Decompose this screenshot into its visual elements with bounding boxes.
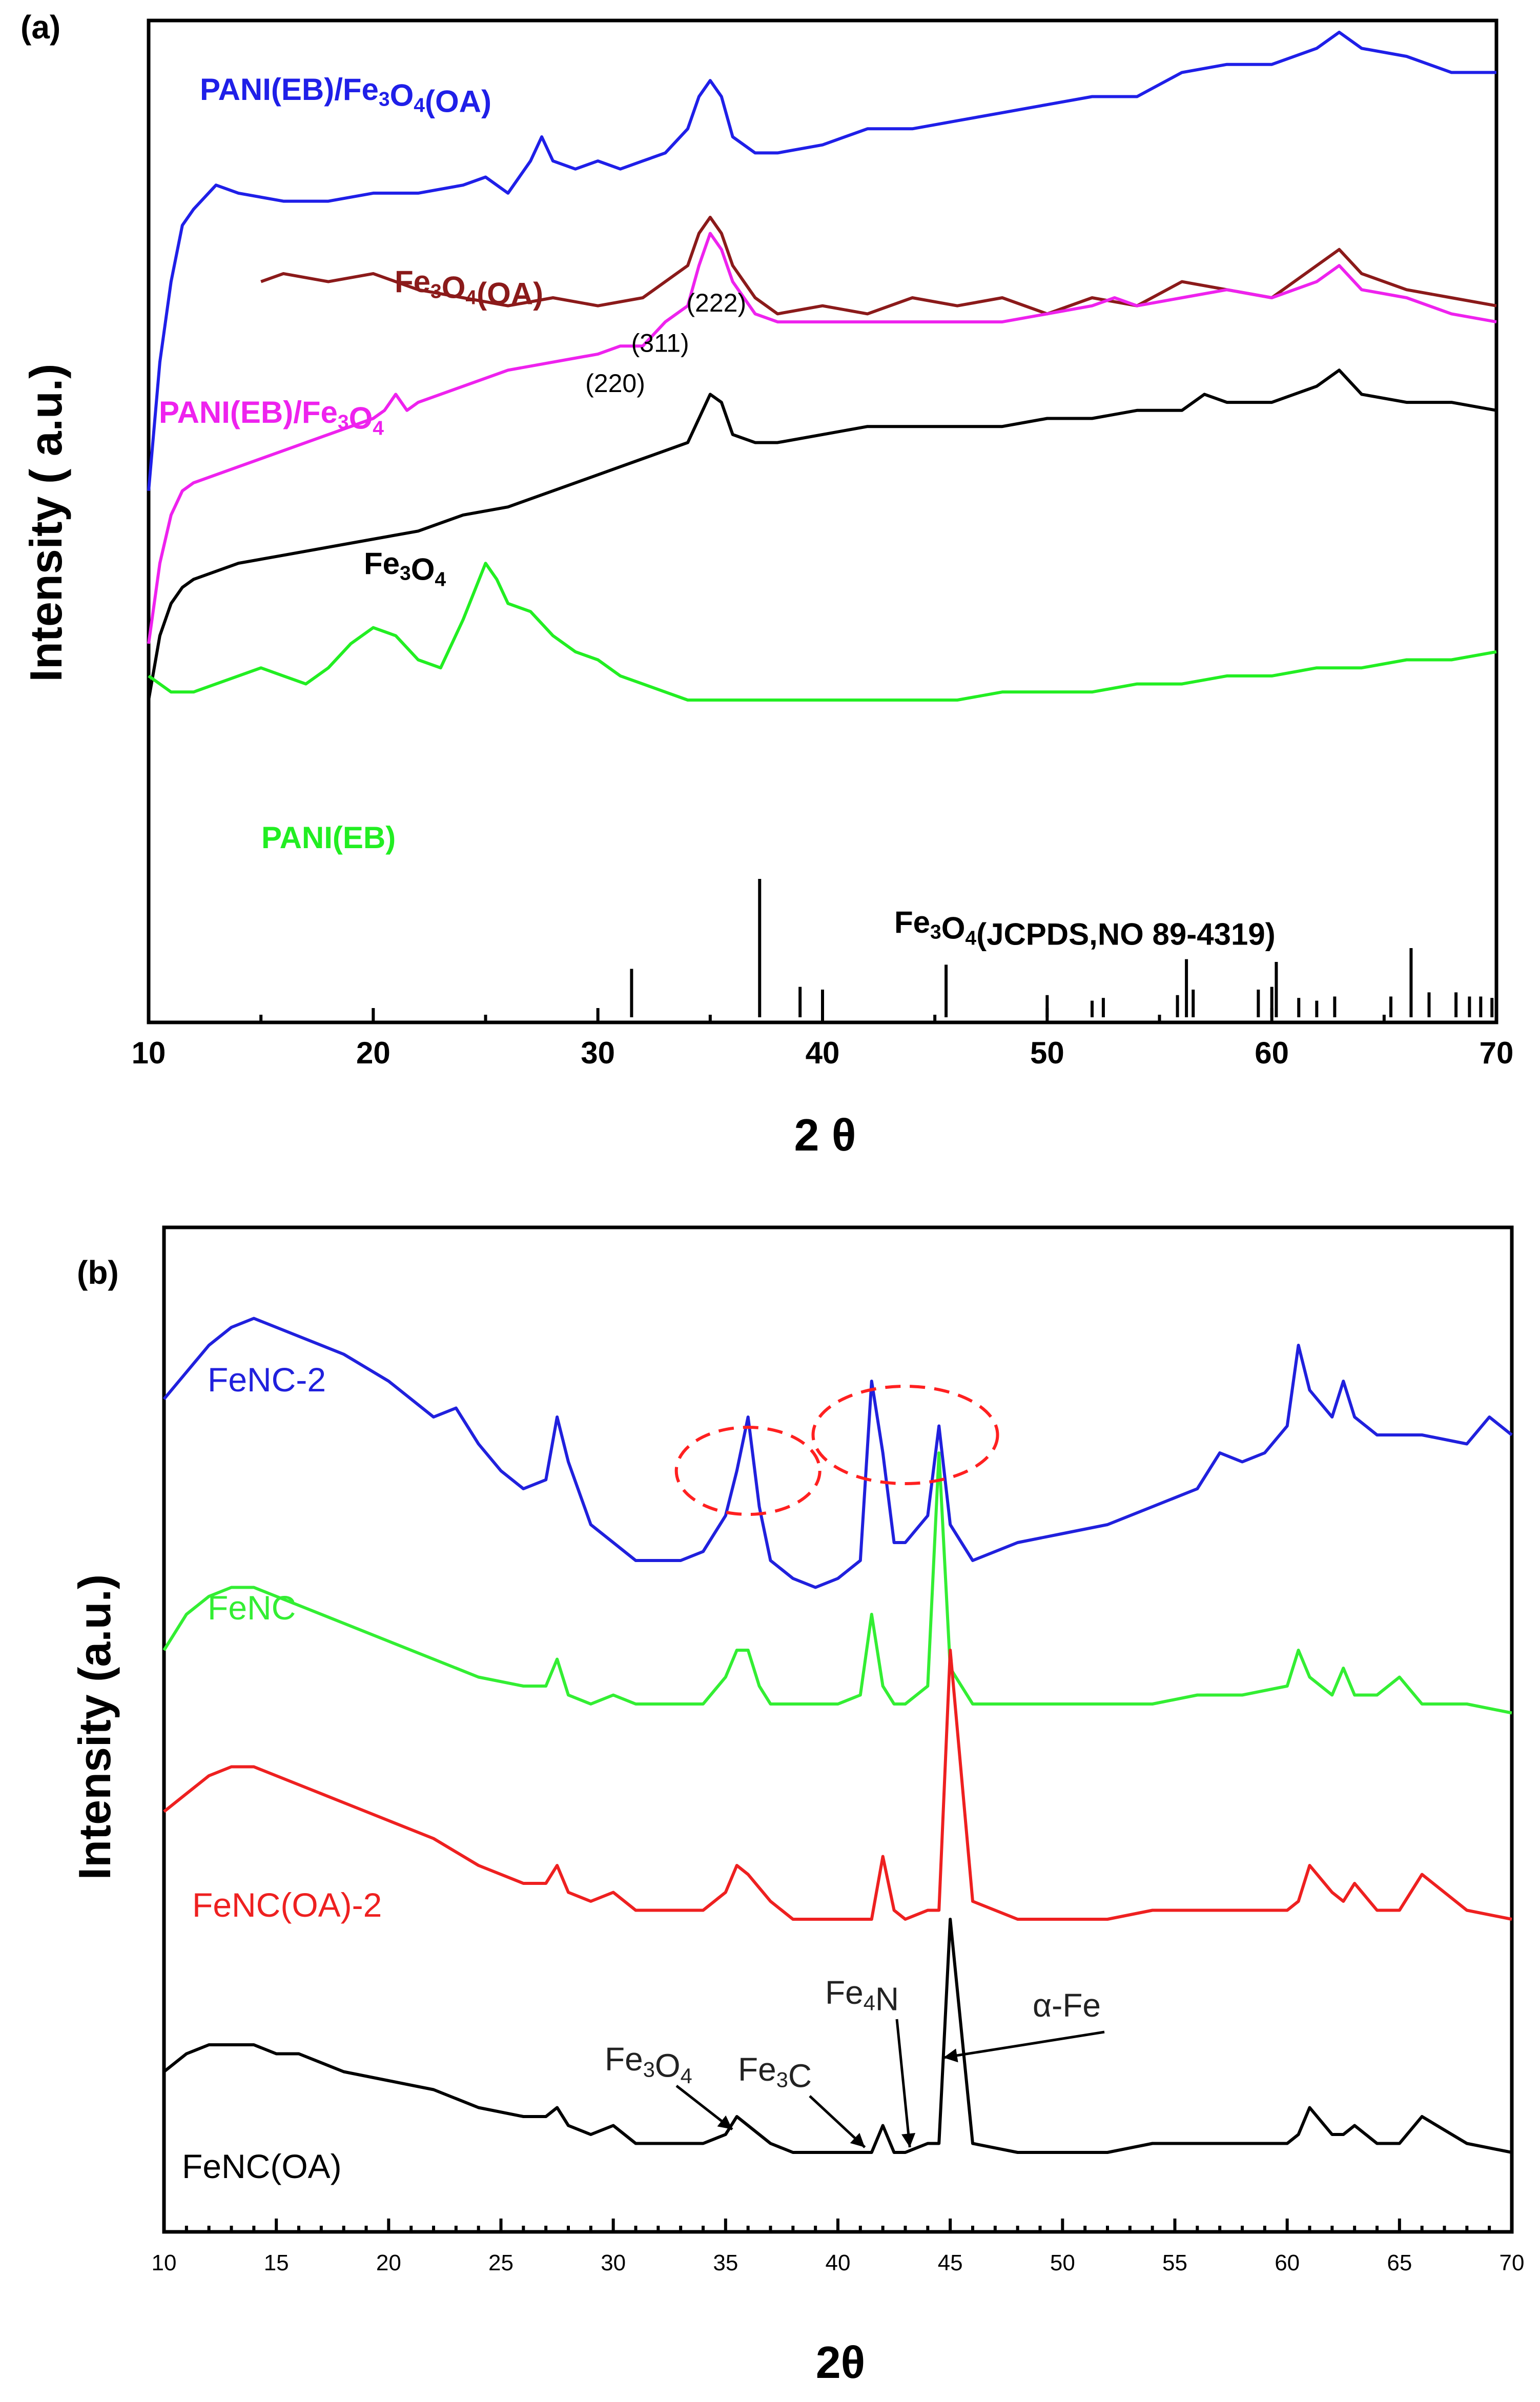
panel-b-x-tick-label: 15	[264, 2250, 289, 2275]
panel-a-x-tick-label: 30	[581, 1036, 615, 1070]
phase-label-2: Fe4N	[825, 1974, 899, 2017]
panel-b-x-axis: 10 15 20 25 30 35 40 45 50 55 60 65 70	[152, 2219, 1525, 2275]
panel-b-series-label-0: FeNC-2	[208, 1361, 326, 1399]
phase-label-3: α-Fe	[1033, 1987, 1101, 2024]
panel-b-x-tick-label: 55	[1162, 2250, 1187, 2275]
panel-a-x-tick-label: 70	[1480, 1036, 1514, 1070]
phase-arrowhead	[943, 2048, 958, 2063]
panel-b-trace-2	[163, 1649, 1512, 1921]
panel-b-trace-3	[163, 1918, 1512, 2154]
phase-arrowhead	[850, 2132, 865, 2147]
panel-a-x-axis: 10 20 30 40 50 60 70	[132, 1008, 1514, 1070]
panel-b-series-labels: FeNC-2 FeNC FeNC(OA)-2 FeNC(OA)	[182, 1361, 382, 2185]
phase-arrowhead	[717, 2115, 732, 2129]
hkl-label: (222)	[686, 289, 746, 317]
panel-b-x-tick-label: 45	[938, 2250, 963, 2275]
peak-highlight-ellipse	[811, 1385, 999, 1485]
phase-arrowhead	[901, 2133, 916, 2147]
panel-a-x-tick-label: 40	[806, 1036, 840, 1070]
panel-a-x-axis-title: 2 θ	[794, 1110, 856, 1160]
panel-b-x-tick-label: 35	[713, 2250, 738, 2275]
panel-a-trace-3	[147, 368, 1497, 701]
panel-a-series-label-4: PANI(EB)	[261, 820, 396, 855]
panel-a-trace-0	[147, 30, 1496, 491]
panel-a-traces	[147, 30, 1497, 702]
panel-b-series-label-2: FeNC(OA)-2	[192, 1886, 382, 1924]
panel-b-x-tick-label: 10	[152, 2250, 177, 2275]
panel-b-label: (b)	[77, 1254, 119, 1291]
panel-b-y-axis-title: Intensity (a.u.)	[69, 1574, 120, 1880]
panel-a-x-tick-label: 20	[356, 1036, 391, 1070]
panel-b-peak-highlights	[674, 1385, 999, 1516]
panel-b-x-tick-label: 40	[826, 2250, 851, 2275]
panel-a-series-label-3: Fe3O4	[364, 546, 446, 590]
panel-b-phase-labels: Fe3O4 Fe3C Fe4N α-Fe	[605, 1974, 1105, 2148]
panel-b-x-tick-label: 60	[1275, 2250, 1300, 2275]
panel-a-series-label-1: Fe3O4(OA)	[395, 264, 543, 311]
panel-a-xrd-chart: (a) 10 20 30 40 50 60 70 Fe3O4(JCPDS,NO 89-431…	[20, 9, 1513, 1160]
hkl-label: (311)	[631, 329, 689, 358]
panel-a-reference-pattern: Fe3O4(JCPDS,NO 89-4319)	[630, 879, 1494, 1017]
panel-b-trace-1	[162, 1451, 1512, 1715]
panel-a-trace-2	[147, 232, 1497, 644]
peak-highlight-ellipse	[674, 1426, 822, 1516]
panel-b-xrd-chart: (b) 10 15 20 25 30 35 40 45 50 55 60 65 70 FeNC-2FeN…	[69, 1225, 1525, 2388]
panel-a-trace-1	[260, 216, 1497, 316]
panel-a-series-label-2: PANI(EB)/Fe3O4	[159, 395, 384, 439]
panel-a-hkl-labels: (220) (311) (222)	[585, 289, 746, 398]
panel-a-label: (a)	[20, 9, 60, 46]
phase-arrow	[895, 2019, 911, 2148]
panel-a-y-axis-title: Intensity ( a.u.)	[20, 364, 71, 682]
panel-a-series-labels: PANI(EB)/Fe3O4(OA) Fe3O4(OA) PANI(EB)/Fe3O…	[159, 72, 543, 855]
panel-a-trace-4	[148, 562, 1497, 702]
panel-b-series-label-3: FeNC(OA)	[182, 2147, 342, 2185]
phase-label-1: Fe3C	[738, 2051, 812, 2094]
panel-b-trace-0	[162, 1317, 1513, 1589]
phase-label-0: Fe3O4	[605, 2041, 692, 2088]
reference-pattern-label: Fe3O4(JCPDS,NO 89-4319)	[894, 905, 1276, 951]
panel-b-series-label-1: FeNC	[208, 1589, 296, 1627]
panel-b-x-axis-title: 2θ	[816, 2337, 866, 2388]
panel-b-x-tick-label: 70	[1500, 2250, 1525, 2275]
panel-b-x-tick-label: 20	[376, 2250, 401, 2275]
panel-a-x-tick-label: 10	[132, 1036, 166, 1070]
panel-a-x-tick-label: 50	[1030, 1036, 1064, 1070]
panel-b-x-tick-label: 65	[1387, 2250, 1412, 2275]
panel-a-series-label-0: PANI(EB)/Fe3O4(OA)	[200, 72, 491, 118]
phase-arrow	[943, 2030, 1105, 2059]
hkl-label: (220)	[585, 369, 645, 398]
panel-b-x-tick-label: 25	[488, 2250, 514, 2275]
panel-b-x-tick-label: 50	[1050, 2250, 1075, 2275]
panel-a-x-tick-label: 60	[1255, 1036, 1289, 1070]
panel-b-traces	[162, 1317, 1513, 2154]
panel-b-x-tick-label: 30	[601, 2250, 626, 2275]
